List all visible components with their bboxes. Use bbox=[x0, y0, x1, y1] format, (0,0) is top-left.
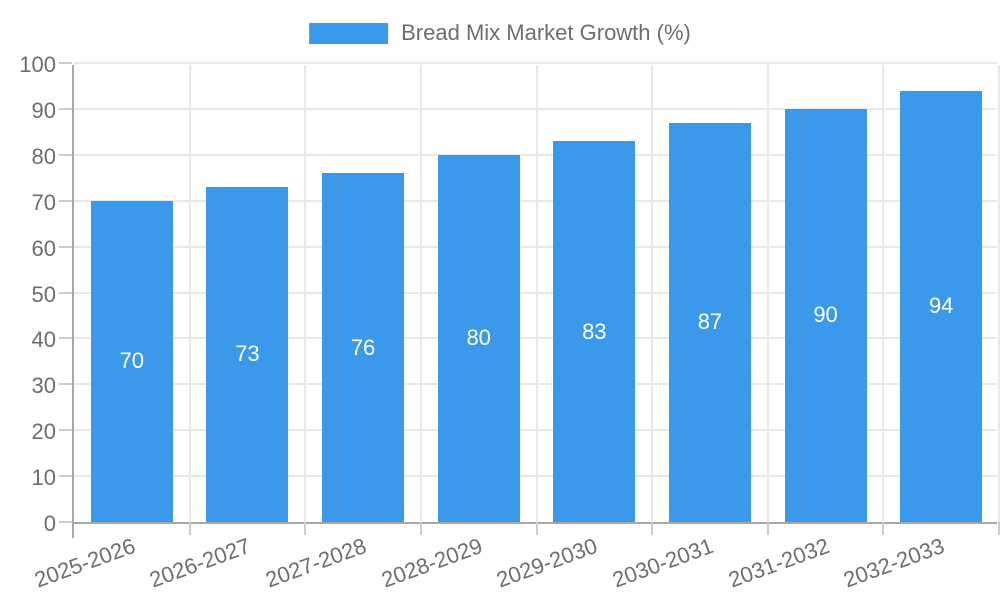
x-tick-mark bbox=[766, 522, 769, 535]
y-axis-tick-label: 100 bbox=[19, 52, 56, 77]
vertical-gridline bbox=[766, 65, 769, 522]
bar[interactable]: 83 bbox=[553, 141, 636, 522]
y-tick-mark bbox=[59, 383, 72, 386]
legend-label: Bread Mix Market Growth (%) bbox=[401, 20, 691, 45]
x-tick-mark bbox=[535, 522, 538, 535]
bar-value-label: 90 bbox=[813, 302, 838, 328]
y-axis-tick-label: 70 bbox=[31, 189, 56, 215]
x-axis-tick-label: 2026-2027 bbox=[146, 533, 254, 593]
y-tick-mark bbox=[59, 62, 72, 64]
bar-value-label: 70 bbox=[119, 348, 145, 374]
bar[interactable]: 87 bbox=[668, 122, 751, 522]
legend-swatch bbox=[309, 22, 389, 44]
vertical-gridline bbox=[535, 65, 538, 522]
legend[interactable]: Bread Mix Market Growth (%) bbox=[309, 20, 691, 46]
bar[interactable]: 70 bbox=[90, 200, 173, 522]
x-tick-mark bbox=[998, 522, 1000, 535]
bar-value-label: 83 bbox=[582, 318, 607, 344]
y-axis-tick-label: 60 bbox=[31, 235, 56, 261]
bar[interactable]: 94 bbox=[900, 90, 983, 522]
y-axis-tick-label: 80 bbox=[31, 143, 56, 169]
y-axis-tick-label: 90 bbox=[31, 97, 56, 123]
x-axis-tick-label: 2025-2026 bbox=[30, 533, 139, 593]
y-tick-mark bbox=[59, 291, 72, 294]
vertical-gridline bbox=[304, 65, 307, 522]
y-tick-mark bbox=[59, 429, 72, 432]
y-axis-tick-label: 10 bbox=[31, 465, 56, 491]
y-tick-mark bbox=[59, 521, 72, 523]
vertical-gridline bbox=[419, 65, 422, 522]
y-tick-mark bbox=[59, 245, 72, 248]
y-tick-mark bbox=[59, 199, 72, 202]
y-axis-tick-label: 0 bbox=[43, 511, 56, 536]
horizontal-gridline bbox=[74, 62, 997, 64]
y-tick-mark bbox=[59, 107, 72, 110]
x-axis-tick-label: 2030-2031 bbox=[609, 533, 717, 593]
y-axis-tick-label: 20 bbox=[31, 419, 56, 445]
x-tick-mark bbox=[882, 522, 885, 535]
x-tick-mark bbox=[188, 522, 191, 535]
bar[interactable]: 76 bbox=[322, 173, 405, 522]
bar-value-label: 73 bbox=[235, 341, 260, 367]
vertical-gridline bbox=[882, 65, 885, 522]
x-tick-mark bbox=[72, 522, 74, 538]
plot-area: 70 73 76 80 83 87 90 94 bbox=[59, 62, 1000, 538]
vertical-gridline bbox=[998, 65, 1000, 522]
x-axis-tick-label: 2031-2032 bbox=[724, 533, 833, 593]
vertical-gridline bbox=[651, 65, 654, 522]
x-tick-mark bbox=[651, 522, 654, 535]
bar[interactable]: 73 bbox=[206, 186, 289, 522]
x-axis-tick-label: 2029-2030 bbox=[493, 533, 601, 593]
vertical-gridline bbox=[188, 65, 191, 522]
x-axis-tick-label: 2027-2028 bbox=[262, 533, 370, 593]
bar-value-label: 94 bbox=[928, 293, 954, 319]
y-axis-tick-label: 50 bbox=[31, 281, 56, 307]
x-tick-mark bbox=[419, 522, 422, 535]
y-axis-tick-label: 30 bbox=[31, 373, 56, 399]
x-axis-tick-label: 2028-2029 bbox=[377, 533, 486, 593]
bar-value-label: 76 bbox=[350, 334, 376, 360]
y-tick-mark bbox=[59, 475, 72, 478]
bar[interactable]: 90 bbox=[784, 108, 867, 522]
bar-value-label: 87 bbox=[697, 309, 723, 335]
y-tick-mark bbox=[59, 153, 72, 156]
y-axis-tick-label: 40 bbox=[31, 327, 56, 353]
bar-value-label: 80 bbox=[466, 325, 491, 351]
x-axis-tick-label: 2032-2033 bbox=[840, 533, 948, 593]
y-tick-mark bbox=[59, 337, 72, 340]
bar[interactable]: 80 bbox=[437, 154, 520, 522]
x-tick-mark bbox=[304, 522, 307, 535]
